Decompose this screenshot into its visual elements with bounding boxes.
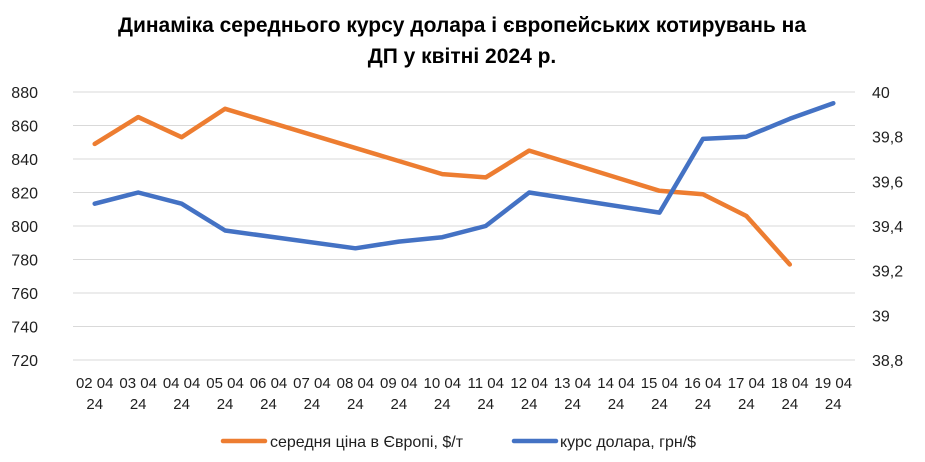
x-tick-label: 10 04 bbox=[424, 375, 462, 392]
right-axis: 38,8 39 39,2 39,4 39,6 39,8 40 bbox=[872, 85, 903, 370]
legend-label: середня ціна в Європі, $/т bbox=[270, 434, 464, 451]
right-tick-label: 39,4 bbox=[872, 219, 903, 236]
x-tick-label-year: 24 bbox=[651, 396, 668, 413]
series-line-1 bbox=[92, 106, 793, 267]
left-tick-label: 820 bbox=[11, 186, 38, 203]
x-tick-label-year: 24 bbox=[86, 396, 103, 413]
x-tick-label: 14 04 bbox=[597, 375, 635, 392]
x-axis: 02 04 24 03 04 24 04 04 24 05 04 24 06 04 24 07 04… bbox=[76, 375, 852, 413]
x-tick-label: 07 04 bbox=[293, 375, 331, 392]
x-tick-label: 18 04 bbox=[771, 375, 809, 392]
x-tick-label-year: 24 bbox=[130, 396, 147, 413]
x-tick-label: 11 04 bbox=[468, 375, 504, 392]
chart-title-line-2: ДП у квітні 2024 р. bbox=[368, 45, 557, 68]
left-tick-label: 880 bbox=[11, 85, 38, 102]
right-tick-label: 39,2 bbox=[872, 264, 903, 281]
x-tick-label-year: 24 bbox=[217, 396, 234, 413]
x-tick-label: 13 04 bbox=[554, 375, 592, 392]
x-tick-label: 05 04 bbox=[206, 375, 244, 392]
series-line-2 bbox=[92, 100, 836, 251]
x-tick-label: 12 04 bbox=[510, 375, 548, 392]
x-tick-label-year: 24 bbox=[173, 396, 190, 413]
x-tick-label-year: 24 bbox=[477, 396, 494, 413]
x-tick-label-year: 24 bbox=[738, 396, 755, 413]
series-lines bbox=[92, 100, 836, 267]
right-tick-label: 38,8 bbox=[872, 353, 903, 370]
left-tick-label: 780 bbox=[11, 253, 38, 270]
left-tick-label: 740 bbox=[11, 320, 38, 337]
left-tick-label: 720 bbox=[11, 353, 38, 370]
x-tick-label-year: 24 bbox=[260, 396, 277, 413]
x-tick-label-year: 24 bbox=[695, 396, 712, 413]
left-tick-label: 760 bbox=[11, 286, 38, 303]
x-tick-label: 06 04 bbox=[250, 375, 288, 392]
left-axis: 720 740 760 780 800 820 840 860 880 bbox=[11, 85, 38, 370]
x-tick-label: 15 04 bbox=[641, 375, 679, 392]
x-tick-label-year: 24 bbox=[781, 396, 798, 413]
x-tick-label-year: 24 bbox=[521, 396, 538, 413]
right-tick-label: 39,8 bbox=[872, 130, 903, 147]
left-tick-label: 840 bbox=[11, 152, 38, 169]
x-tick-label: 09 04 bbox=[380, 375, 418, 392]
legend-label: курс долара, грн/$ bbox=[560, 434, 696, 451]
x-tick-label: 19 04 bbox=[815, 375, 853, 392]
x-tick-label: 03 04 bbox=[119, 375, 157, 392]
gridlines bbox=[73, 91, 855, 361]
x-tick-label-year: 24 bbox=[434, 396, 451, 413]
right-tick-label: 39 bbox=[872, 308, 890, 325]
x-tick-label-year: 24 bbox=[564, 396, 581, 413]
left-tick-label: 800 bbox=[11, 219, 38, 236]
x-tick-label-year: 24 bbox=[825, 396, 842, 413]
x-tick-label: 16 04 bbox=[684, 375, 722, 392]
right-tick-label: 40 bbox=[872, 85, 890, 102]
x-tick-label-year: 24 bbox=[347, 396, 364, 413]
legend: середня ціна в Європі, $/т курс долара, г… bbox=[220, 434, 696, 451]
x-tick-label: 04 04 bbox=[163, 375, 201, 392]
x-tick-label: 17 04 bbox=[728, 375, 766, 392]
x-tick-label-year: 24 bbox=[304, 396, 321, 413]
x-tick-label: 08 04 bbox=[337, 375, 375, 392]
right-tick-label: 39,6 bbox=[872, 174, 903, 191]
chart-title-line-1: Динаміка середнього курсу долара і європ… bbox=[118, 14, 806, 37]
x-tick-label-year: 24 bbox=[390, 396, 407, 413]
left-tick-label: 860 bbox=[11, 119, 38, 136]
x-tick-label-year: 24 bbox=[608, 396, 625, 413]
x-tick-label: 02 04 bbox=[76, 375, 114, 392]
